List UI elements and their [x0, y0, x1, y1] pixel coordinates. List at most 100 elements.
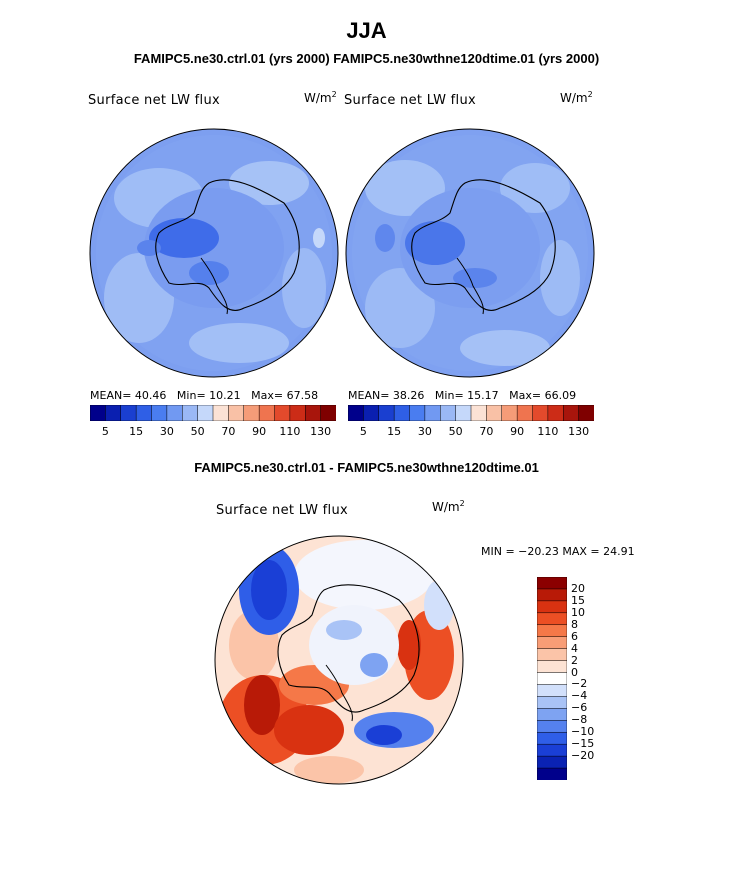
right-panel-units: W/m2 — [560, 90, 593, 105]
colorbar-swatch — [363, 405, 380, 421]
colorbar-tick-label: 110 — [279, 425, 301, 438]
colorbar-swatch — [348, 405, 364, 421]
colorbar-swatch — [537, 696, 567, 709]
colorbar-swatch — [166, 405, 183, 421]
colorbar-tick-label: 90 — [510, 425, 525, 438]
figure-subtitle: FAMIPC5.ne30.ctrl.01 (yrs 2000) FAMIPC5.… — [133, 51, 600, 66]
colorbar-swatch — [516, 405, 534, 421]
colorbar-swatch — [320, 405, 336, 421]
colorbar-swatch — [135, 405, 153, 421]
colorbar-swatch — [289, 405, 306, 421]
colorbar-tick-label: 5 — [101, 425, 109, 438]
colorbar-swatch — [90, 405, 106, 421]
colorbar-swatch — [537, 743, 567, 757]
colorbar-tick-label: −8 — [571, 713, 588, 727]
colorbar-swatch — [537, 624, 567, 638]
colorbar-tick-label: 130 — [568, 425, 590, 438]
right-panel-stats: MEAN= 38.26 Min= 15.17 Max= 66.09 — [348, 389, 577, 402]
colorbar-swatch — [378, 405, 395, 421]
colorbar-tick-label: 0 — [571, 665, 578, 679]
colorbar-tick-label: 8 — [571, 617, 578, 631]
difference-variable: Surface net LW flux — [216, 503, 348, 518]
colorbar-swatch — [537, 588, 567, 602]
colorbar-tick-label: 15 — [129, 425, 144, 438]
colorbar-swatch — [243, 405, 260, 421]
colorbar-tick-label: −10 — [571, 725, 595, 739]
colorbar-tick-label: 20 — [571, 581, 585, 595]
colorbar-tick-label: −6 — [571, 701, 588, 715]
difference-title: FAMIPC5.ne30.ctrl.01 - FAMIPC5.ne30wthne… — [194, 460, 539, 475]
left-panel-variable: Surface net LW flux — [88, 93, 220, 108]
colorbar-swatch — [151, 405, 168, 421]
colorbar-tick-label: 6 — [571, 629, 578, 643]
left-polar-map — [89, 128, 339, 378]
colorbar-swatch — [537, 684, 567, 697]
colorbar-tick-label: 30 — [417, 425, 432, 438]
right-colorbar-labels: 5 15 30 50 70 90 110 130 — [348, 425, 594, 439]
colorbar-swatch — [212, 405, 229, 421]
colorbar-swatch — [563, 405, 580, 421]
colorbar-swatch — [105, 405, 122, 421]
colorbar-swatch — [532, 405, 549, 421]
colorbar-tick-label: −2 — [571, 677, 588, 691]
colorbar-swatch — [486, 405, 503, 421]
colorbar-swatch — [274, 405, 291, 421]
colorbar-swatch — [424, 405, 441, 421]
colorbar-swatch — [440, 405, 457, 421]
colorbar-swatch — [537, 600, 567, 614]
colorbar-swatch — [537, 767, 567, 780]
colorbar-tick-label: −4 — [571, 689, 588, 703]
colorbar-tick-label: −20 — [571, 749, 595, 763]
colorbar-tick-label: 50 — [190, 425, 205, 438]
colorbar-tick-label: 50 — [448, 425, 463, 438]
left-colorbar-labels: 5 15 30 50 70 90 110 130 — [90, 425, 336, 439]
colorbar-tick-label: 2 — [571, 653, 578, 667]
colorbar-swatch — [455, 405, 472, 421]
left-colorbar — [90, 405, 336, 421]
colorbar-tick-label: 10 — [571, 605, 585, 619]
colorbar-tick-label: 70 — [479, 425, 494, 438]
colorbar-swatch — [537, 731, 567, 745]
colorbar-tick-label: 4 — [571, 641, 578, 655]
left-panel-stats: MEAN= 40.46 Min= 10.21 Max= 67.58 — [90, 389, 319, 402]
colorbar-swatch — [197, 405, 214, 421]
colorbar-swatch — [258, 405, 276, 421]
colorbar-tick-label: 30 — [159, 425, 174, 438]
colorbar-swatch — [409, 405, 426, 421]
colorbar-swatch — [537, 660, 567, 674]
colorbar-swatch — [305, 405, 322, 421]
colorbar-swatch — [393, 405, 411, 421]
colorbar-swatch — [537, 636, 567, 650]
right-colorbar — [348, 405, 594, 421]
right-polar-map — [345, 128, 595, 378]
colorbar-tick-label: 15 — [571, 593, 585, 607]
colorbar-swatch — [537, 648, 567, 662]
colorbar-swatch — [537, 577, 567, 590]
right-panel-variable: Surface net LW flux — [344, 93, 476, 108]
colorbar-tick-label: 130 — [310, 425, 332, 438]
colorbar-swatch — [537, 708, 567, 721]
colorbar-swatch — [120, 405, 137, 421]
colorbar-swatch — [501, 405, 518, 421]
colorbar-tick-label: 5 — [359, 425, 367, 438]
colorbar-swatch — [578, 405, 594, 421]
difference-polar-map — [214, 535, 464, 785]
colorbar-tick-label: −15 — [571, 737, 595, 751]
difference-units: W/m2 — [432, 499, 465, 514]
colorbar-swatch — [537, 755, 567, 769]
difference-colorbar-labels: 20 15 10 8 6 4 2 0 −2 −4 −6 −8 −10 −15 −20 — [571, 577, 621, 780]
colorbar-swatch — [228, 405, 245, 421]
colorbar-swatch — [182, 405, 199, 421]
colorbar-tick-label: 15 — [387, 425, 402, 438]
colorbar-tick-label: 90 — [252, 425, 267, 438]
colorbar-tick-label: 110 — [537, 425, 559, 438]
left-panel-units: W/m2 — [304, 90, 337, 105]
colorbar-swatch — [470, 405, 487, 421]
colorbar-swatch — [537, 720, 567, 733]
difference-colorbar — [537, 577, 567, 780]
difference-minmax: MIN = −20.23 MAX = 24.91 — [481, 545, 635, 558]
colorbar-swatch — [537, 672, 567, 686]
colorbar-tick-label: 70 — [221, 425, 236, 438]
colorbar-swatch — [537, 612, 567, 626]
colorbar-swatch — [547, 405, 564, 421]
